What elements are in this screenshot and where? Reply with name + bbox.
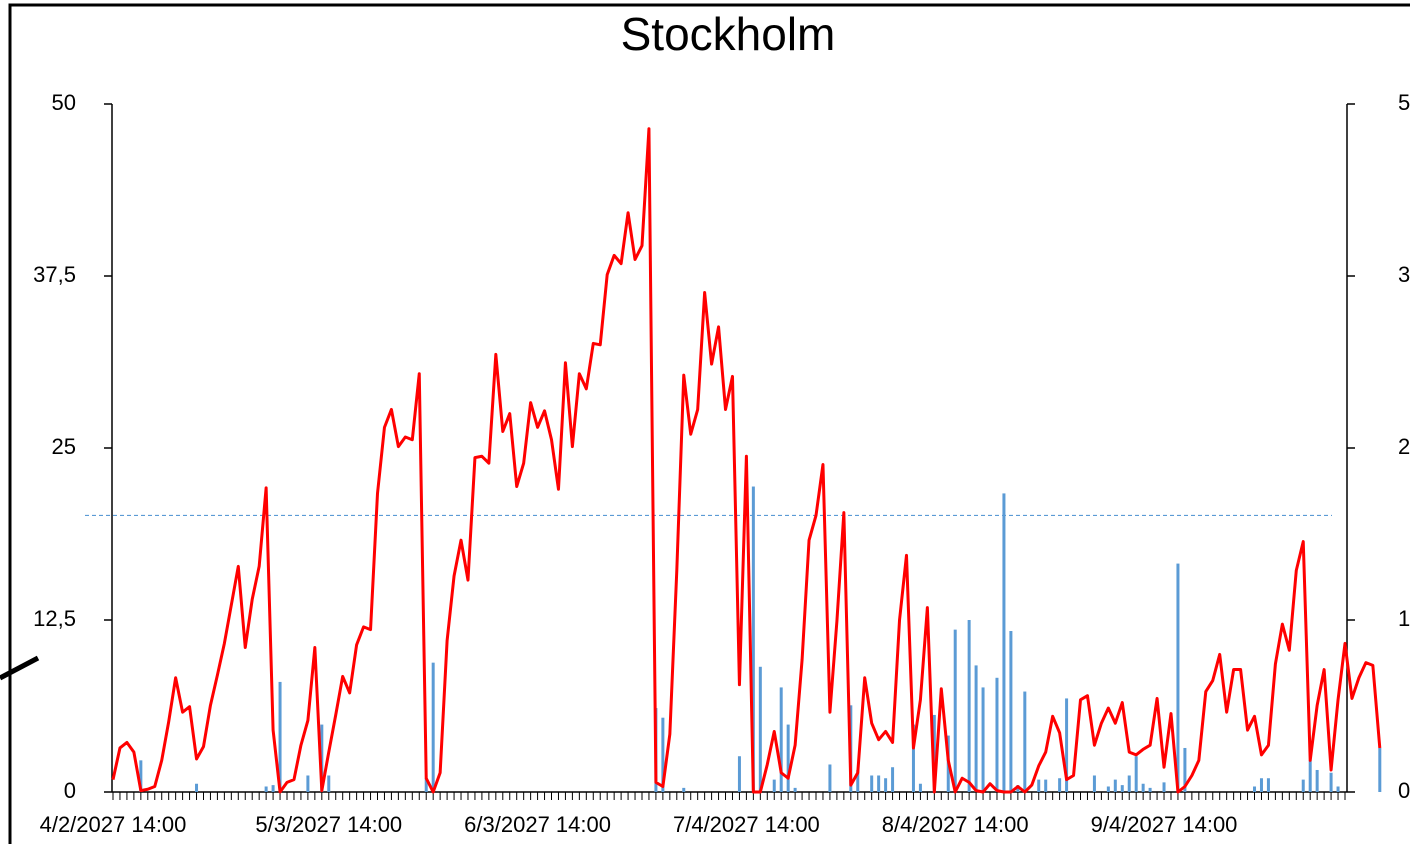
y-tick-label: 25 xyxy=(52,434,76,459)
y2-tick-label: 50 xyxy=(1398,90,1410,115)
bar xyxy=(1162,782,1166,792)
x-tick-label: 6/3/2027 14:00 xyxy=(464,812,611,837)
frame xyxy=(8,3,1410,844)
x-tick-label: 9/4/2027 14:00 xyxy=(1091,812,1238,837)
bar xyxy=(779,687,783,792)
bar xyxy=(1120,785,1124,792)
bar xyxy=(1002,493,1006,792)
bar xyxy=(828,764,832,792)
y2-tick-label: 25 xyxy=(1398,434,1410,459)
bar xyxy=(737,756,741,792)
bar xyxy=(1113,779,1117,792)
y-tick-label: 0 xyxy=(64,778,76,803)
stray-stroke xyxy=(0,655,40,681)
bar xyxy=(1127,775,1131,792)
bar xyxy=(1315,769,1319,792)
bar xyxy=(891,767,895,792)
bar xyxy=(1378,747,1382,792)
bar xyxy=(661,717,665,792)
bar xyxy=(884,778,888,792)
x-tick-label: 5/3/2027 14:00 xyxy=(255,812,402,837)
y-tick-label: 37,5 xyxy=(33,262,76,287)
bar xyxy=(1259,778,1263,792)
bar xyxy=(1092,775,1096,792)
bar xyxy=(1009,631,1013,792)
bar xyxy=(1301,779,1305,792)
y2-tick-label: 0 xyxy=(1398,778,1410,803)
bar xyxy=(306,775,310,792)
y2-tick-label: 38 xyxy=(1398,262,1410,287)
bar xyxy=(195,783,199,792)
bar xyxy=(278,681,282,792)
bar xyxy=(1183,747,1187,792)
bar xyxy=(877,775,881,792)
bar xyxy=(1141,783,1145,792)
y2-tick-label: 13 xyxy=(1398,606,1410,631)
bar xyxy=(1329,772,1333,792)
bar xyxy=(953,629,957,792)
bar xyxy=(995,677,999,792)
x-tick-label: 7/4/2027 14:00 xyxy=(673,812,820,837)
bar xyxy=(1106,786,1110,792)
bar xyxy=(1065,698,1069,792)
x-tick-label: 8/4/2027 14:00 xyxy=(882,812,1029,837)
bar xyxy=(856,769,860,792)
bar xyxy=(682,787,686,792)
bar xyxy=(1336,786,1340,792)
bar xyxy=(1148,787,1152,792)
bar xyxy=(793,787,797,792)
bar xyxy=(264,786,268,792)
bar xyxy=(139,760,143,792)
bar xyxy=(1134,756,1138,792)
bar xyxy=(1176,563,1180,792)
y-tick-label: 50 xyxy=(52,90,76,115)
bar xyxy=(1266,778,1270,792)
bar xyxy=(758,666,762,792)
bar xyxy=(1044,779,1048,792)
bar xyxy=(424,778,428,792)
bar xyxy=(1253,786,1257,792)
bar xyxy=(981,687,985,792)
bar xyxy=(431,662,435,792)
bar xyxy=(911,724,915,792)
bar xyxy=(327,775,331,792)
bar xyxy=(271,785,275,792)
bar xyxy=(772,779,776,792)
bar xyxy=(870,775,874,792)
bar xyxy=(786,724,790,792)
bar xyxy=(320,724,324,792)
bar xyxy=(967,620,971,792)
bar xyxy=(1058,778,1062,792)
y-tick-label: 12,5 xyxy=(33,606,76,631)
bar xyxy=(1037,779,1041,792)
bar xyxy=(1308,760,1312,792)
bar xyxy=(974,665,978,792)
x-tick-label: 4/2/2027 14:00 xyxy=(40,812,187,837)
bar xyxy=(751,486,755,792)
line xyxy=(111,127,1382,794)
chart-title: Stockholm xyxy=(621,8,836,60)
bar xyxy=(1016,785,1020,792)
bar xyxy=(918,783,922,792)
bar xyxy=(1023,691,1027,792)
